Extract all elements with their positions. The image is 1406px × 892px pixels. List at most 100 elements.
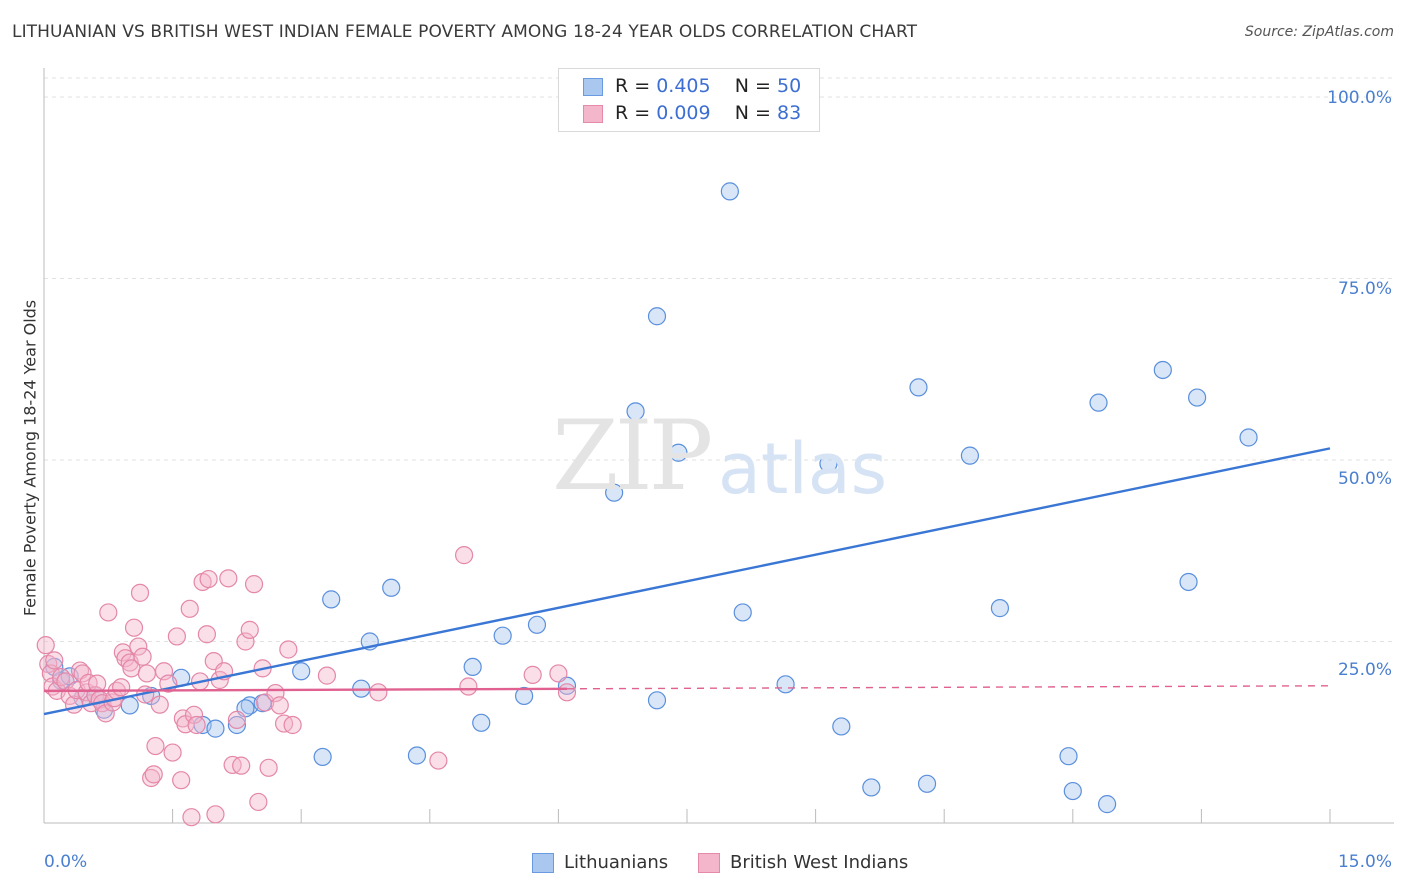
data-point <box>313 747 332 767</box>
data-point <box>1239 428 1258 447</box>
data-point <box>1097 795 1117 814</box>
data-point <box>557 676 577 695</box>
data-point <box>240 620 259 639</box>
data-point <box>917 774 937 793</box>
data-point <box>124 618 144 637</box>
data-point <box>197 625 216 644</box>
data-point <box>137 664 156 683</box>
data-point <box>45 651 64 670</box>
data-point <box>454 546 474 565</box>
data-point <box>493 626 512 645</box>
data-point <box>150 695 169 714</box>
data-point <box>187 715 206 735</box>
data-point <box>292 662 311 681</box>
data-point <box>1179 572 1198 592</box>
blue-swatch <box>583 78 603 96</box>
legend-swatch-blue <box>532 853 554 873</box>
data-point <box>232 756 251 775</box>
data-point <box>523 665 542 684</box>
data-point <box>733 603 752 622</box>
data-point <box>527 615 547 634</box>
watermark-atlas: atlas <box>718 428 888 510</box>
y-tick-label: 75.0% <box>1337 279 1392 299</box>
data-point <box>909 378 928 397</box>
trend-lines <box>43 447 1331 716</box>
data-point <box>459 677 478 696</box>
data-point <box>960 446 980 465</box>
data-point <box>429 751 448 770</box>
stats-text: R = 0.009 N = 83 <box>615 102 802 124</box>
data-point <box>249 792 268 812</box>
data-point <box>206 805 225 824</box>
data-point <box>862 778 881 797</box>
data-point <box>219 569 238 588</box>
data-point <box>70 661 90 680</box>
data-point <box>182 808 201 827</box>
data-point <box>172 771 191 790</box>
x-tick-label: 0.0% <box>44 852 88 872</box>
trend-line-lithuanians <box>43 447 1331 716</box>
legend-label: British West Indians <box>730 852 909 873</box>
data-point <box>549 664 568 683</box>
x-tick-label: 15.0% <box>1337 852 1392 872</box>
data-point <box>463 657 482 677</box>
data-point <box>73 664 92 683</box>
data-point <box>515 686 534 706</box>
legend-swatch-pink <box>698 853 720 873</box>
data-point <box>270 696 289 715</box>
data-point <box>1153 360 1172 380</box>
data-point <box>776 675 795 694</box>
data-point <box>382 578 401 597</box>
data-point <box>832 717 851 736</box>
data-point <box>279 640 298 659</box>
lithuanians-series <box>45 182 1258 814</box>
data-point <box>819 454 838 473</box>
y-tick-label: 25.0% <box>1337 660 1392 680</box>
data-point <box>557 683 577 702</box>
data-point <box>133 647 152 666</box>
source-link[interactable]: Source: ZipAtlas.com <box>1244 24 1394 40</box>
data-point <box>227 715 246 735</box>
data-point <box>647 307 667 326</box>
axes <box>43 68 1394 824</box>
data-point <box>259 758 278 777</box>
data-point <box>1188 388 1207 407</box>
data-point <box>990 599 1010 618</box>
data-point <box>88 674 107 693</box>
data-point <box>167 627 186 646</box>
data-point <box>1059 747 1078 766</box>
chart-title: LITHUANIAN VS BRITISH WEST INDIAN FEMALE… <box>12 22 918 42</box>
data-point <box>317 666 337 685</box>
data-point <box>206 719 225 738</box>
trend-line-bwi-extension <box>566 685 1331 690</box>
data-point <box>129 637 148 656</box>
stats-box: R = 0.405 N = 50 R = 0.009 N = 83 <box>558 68 820 132</box>
data-point <box>96 704 115 723</box>
data-point <box>283 715 302 735</box>
pink-swatch <box>583 105 603 123</box>
data-point <box>407 746 427 765</box>
data-point <box>244 575 264 594</box>
data-point <box>236 632 255 651</box>
data-point <box>647 691 667 710</box>
data-point <box>112 678 131 697</box>
bwi-series <box>36 546 577 827</box>
data-point <box>322 590 341 609</box>
data-point <box>626 402 645 421</box>
y-tick-label: 100.0% <box>1327 88 1392 108</box>
data-point <box>144 765 163 784</box>
data-point <box>1089 393 1108 412</box>
data-point <box>720 182 739 201</box>
y-axis-label: Female Poverty Among 18-24 Year Olds <box>20 299 40 617</box>
data-point <box>146 736 165 756</box>
data-point <box>669 443 688 462</box>
data-point <box>99 603 118 622</box>
data-point <box>180 599 199 618</box>
stats-text: R = 0.405 N = 50 <box>615 75 802 97</box>
data-point <box>369 683 388 702</box>
data-point <box>227 710 246 730</box>
gridlines <box>44 77 1394 642</box>
data-point <box>163 743 182 762</box>
data-point <box>36 636 55 655</box>
